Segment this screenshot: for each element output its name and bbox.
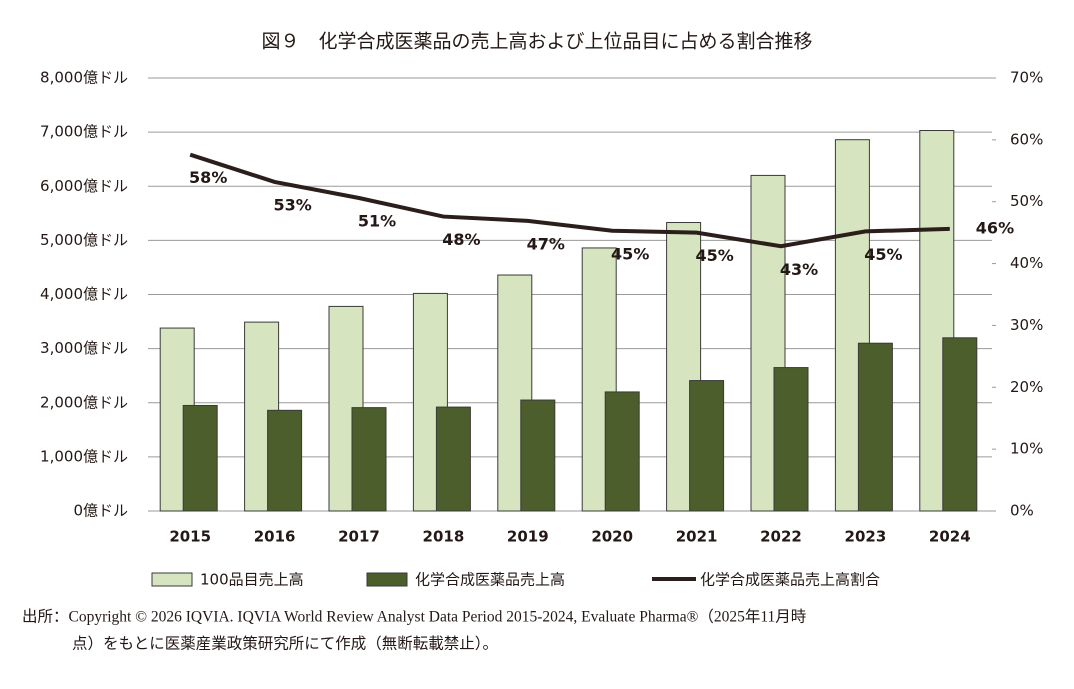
bar [351, 407, 387, 512]
source-note: 出所：Copyright © 2026 IQVIA. IQVIA World R… [22, 608, 806, 626]
bar [182, 404, 218, 512]
bar [604, 391, 640, 512]
bar [435, 406, 471, 512]
y2-tick-label: 30% [1010, 316, 1043, 334]
y2-tick-label: 20% [1010, 378, 1043, 396]
x-tick-label: 2023 [845, 528, 887, 546]
bar [942, 337, 978, 512]
y-tick-label: 2,000億ドル [40, 393, 128, 411]
data-label: 45% [695, 246, 733, 265]
data-label: 46% [976, 218, 1014, 237]
bar [773, 367, 809, 512]
x-tick-label: 2020 [591, 528, 633, 546]
y-tick-label: 0億ドル [73, 502, 128, 520]
data-label: 53% [273, 195, 311, 214]
y-tick-label: 7,000億ドル [40, 123, 128, 141]
x-tick-label: 2021 [676, 528, 718, 546]
y-tick-label: 6,000億ドル [40, 177, 128, 195]
legend-swatch [366, 572, 408, 587]
x-tick-label: 2022 [760, 528, 802, 546]
y2-tick-label: 0% [1010, 502, 1034, 520]
x-tick-label: 2019 [507, 528, 549, 546]
bar [267, 409, 303, 512]
y-tick-label: 3,000億ドル [40, 339, 128, 357]
y-tick-label: 4,000億ドル [40, 285, 128, 303]
data-label: 45% [864, 245, 902, 264]
x-tick-label: 2015 [169, 528, 211, 546]
x-tick-label: 2018 [423, 528, 465, 546]
chart-title: 図９ 化学合成医薬品の売上高および上位品目に占める割合推移 [261, 31, 812, 53]
data-label: 48% [442, 230, 480, 249]
y-tick-label: 1,000億ドル [40, 447, 128, 465]
legend-label: 100品目売上高 [200, 571, 304, 589]
legend-label: 化学合成医薬品売上高割合 [700, 571, 880, 589]
y-tick-label: 5,000億ドル [40, 231, 128, 249]
y2-tick-label: 60% [1010, 130, 1043, 148]
data-label: 45% [611, 244, 649, 263]
bar [520, 399, 556, 512]
y2-tick-label: 10% [1010, 440, 1043, 458]
data-label: 43% [780, 260, 818, 279]
legend-label: 化学合成医薬品売上高 [415, 571, 565, 589]
bar [689, 380, 725, 512]
data-label: 58% [189, 168, 227, 187]
x-tick-label: 2017 [338, 528, 380, 546]
legend-swatch [151, 572, 193, 587]
x-tick-label: 2024 [929, 528, 971, 546]
y2-tick-label: 50% [1010, 192, 1043, 210]
y2-tick-label: 70% [1010, 69, 1043, 87]
line [189, 152, 950, 249]
y2-tick-label: 40% [1010, 254, 1043, 272]
y-tick-label: 8,000億ドル [40, 69, 128, 87]
data-label: 47% [527, 234, 565, 253]
data-label: 51% [358, 212, 396, 231]
x-tick-label: 2016 [254, 528, 296, 546]
source-note: 点）をもとに医薬産業政策研究所にて作成（無断転載禁止）。 [72, 635, 498, 653]
bar [857, 342, 893, 512]
